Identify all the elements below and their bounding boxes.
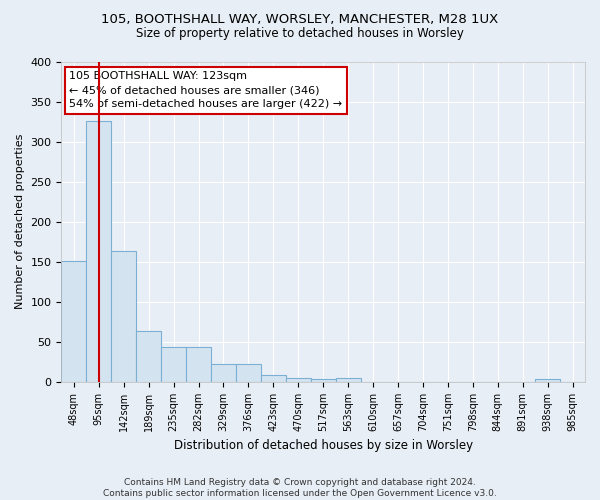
Text: 105 BOOTHSHALL WAY: 123sqm
← 45% of detached houses are smaller (346)
54% of sem: 105 BOOTHSHALL WAY: 123sqm ← 45% of deta… [69,71,343,109]
Bar [111,250,136,382]
Text: 105, BOOTHSHALL WAY, WORSLEY, MANCHESTER, M28 1UX: 105, BOOTHSHALL WAY, WORSLEY, MANCHESTER… [101,12,499,26]
Bar [61,261,86,382]
Bar [535,379,560,382]
Bar [186,347,211,382]
Bar [86,121,111,382]
Y-axis label: Number of detached properties: Number of detached properties [15,134,25,310]
Bar [335,378,361,382]
Text: Size of property relative to detached houses in Worsley: Size of property relative to detached ho… [136,28,464,40]
X-axis label: Distribution of detached houses by size in Worsley: Distribution of detached houses by size … [173,440,473,452]
Bar [161,347,186,382]
Bar [261,375,286,382]
Bar [236,364,261,382]
Bar [136,331,161,382]
Bar [311,379,335,382]
Bar [211,364,236,382]
Bar [286,378,311,382]
Text: Contains HM Land Registry data © Crown copyright and database right 2024.
Contai: Contains HM Land Registry data © Crown c… [103,478,497,498]
